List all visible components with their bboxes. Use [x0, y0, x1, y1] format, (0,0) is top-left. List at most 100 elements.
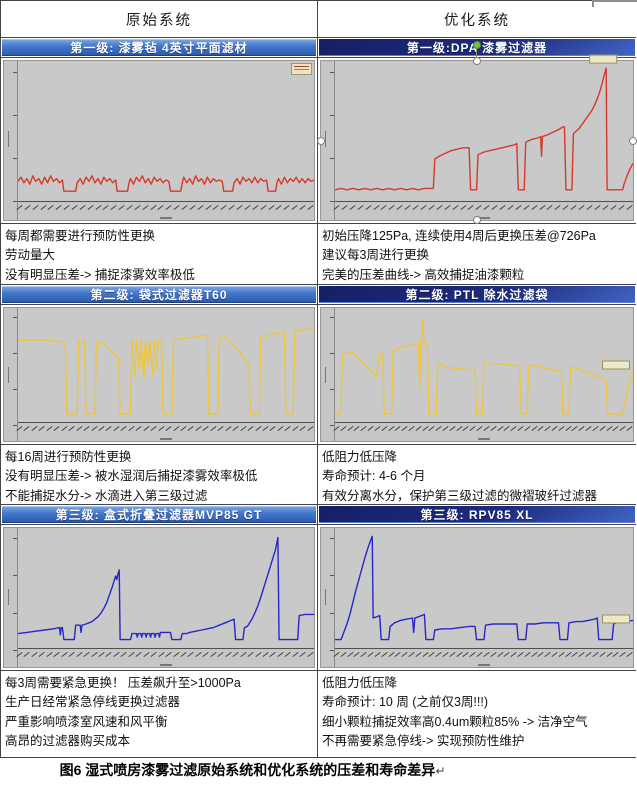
- x-axis-tick: [189, 204, 196, 211]
- plot-column: [333, 54, 633, 220]
- x-axis-tick: [551, 425, 558, 432]
- x-axis-tick: [476, 651, 483, 658]
- x-axis-tick: [428, 425, 435, 432]
- plot-column: [16, 308, 314, 441]
- x-axis-tick: [551, 651, 558, 658]
- x-axis-label: [18, 437, 314, 441]
- banner-cell-stage2-original: 第二级: 袋式过滤器T60: [1, 285, 317, 304]
- x-axis-tick: [195, 651, 202, 658]
- note-line: 每3周需要紧急更换！ 压差飙升至>1000Pa: [5, 676, 241, 690]
- x-axis-tick: [277, 425, 284, 432]
- x-axis-tick: [210, 651, 217, 658]
- x-axis-tick: [142, 204, 149, 211]
- x-axis-tick: [558, 425, 565, 432]
- x-axis-tick: [269, 425, 276, 432]
- x-axis-tick: [428, 204, 435, 211]
- y-axis-tick: [330, 353, 334, 355]
- header-original-system: 原始系统: [1, 1, 317, 37]
- x-axis-tick: [360, 425, 367, 432]
- y-axis-tick: [330, 575, 334, 577]
- x-axis-tick: [307, 204, 314, 211]
- x-axis-tick-labels: [333, 423, 633, 437]
- note-line: 不再需要紧急停线-> 实现预防性维护: [322, 733, 525, 748]
- x-axis-tick: [570, 204, 577, 211]
- banner-cell-stage2-optimized: 第二级: PTL 除水过滤袋: [318, 285, 636, 304]
- banner-stage3-original: 第三级: 盒式折叠过滤器MVP85 GT: [2, 506, 316, 523]
- x-axis-tick: [83, 651, 90, 658]
- chart-stage2-original[interactable]: [3, 307, 315, 442]
- rotation-handle[interactable]: [473, 41, 481, 49]
- chart-cell-stage2-optimized: [318, 305, 636, 444]
- x-axis-tick: [262, 651, 269, 658]
- x-axis-tick: [126, 204, 133, 211]
- x-axis-tick: [202, 651, 209, 658]
- x-axis-tick: [394, 651, 401, 658]
- chart-stage1-original[interactable]: [3, 60, 315, 221]
- x-axis-tick: [31, 425, 38, 432]
- table-resize-handle[interactable]: [592, 0, 637, 7]
- x-axis-tick: [212, 204, 220, 211]
- x-axis-tick: [578, 425, 585, 432]
- x-axis-tick: [449, 651, 456, 658]
- note-line: 寿命预计: 10 周 (之前仅3周!!!): [322, 695, 488, 710]
- x-axis-tick: [299, 425, 306, 432]
- plot-column: [16, 528, 314, 667]
- x-axis-tick: [408, 651, 415, 658]
- note-line: 不能捕捉水分-> 水滴进入第三级过滤: [5, 488, 208, 503]
- x-axis-tick: [499, 204, 506, 211]
- y-axis: [321, 61, 335, 220]
- selection-handle-bottom[interactable]: [473, 216, 481, 224]
- y-axis: [321, 308, 335, 441]
- x-axis-tick: [415, 425, 422, 432]
- selection-handle-top[interactable]: [473, 57, 481, 65]
- x-axis-tick: [510, 651, 517, 658]
- chart-stage1-optimized[interactable]: [317, 41, 637, 224]
- x-axis-tick: [420, 204, 427, 211]
- x-axis-tick: [181, 204, 188, 211]
- chart-stage2-optimized[interactable]: [320, 307, 634, 442]
- x-axis-tick: [491, 204, 498, 211]
- x-axis-tick: [537, 425, 544, 432]
- x-axis-tick: [71, 204, 78, 211]
- note-line: 高昂的过滤器购买成本: [5, 733, 131, 748]
- x-axis-tick: [599, 651, 606, 658]
- x-axis-tick: [283, 204, 290, 211]
- x-axis-tick: [594, 204, 601, 211]
- chart-cell-stage3-optimized: [318, 525, 636, 670]
- chart-stage3-optimized[interactable]: [320, 527, 634, 668]
- header-optimized-label: 优化系统: [444, 12, 510, 29]
- x-axis-tick: [428, 651, 435, 658]
- x-axis-tick: [349, 204, 356, 211]
- x-axis-tick: [90, 425, 98, 432]
- y-axis: [4, 308, 18, 441]
- header-optimized-system: 优化系统: [318, 1, 636, 37]
- x-axis-tick: [95, 204, 102, 211]
- y-axis-tick: [13, 353, 17, 355]
- y-axis-label: [325, 589, 326, 606]
- x-axis-tick: [586, 204, 593, 211]
- chart-stage3-original[interactable]: [3, 527, 315, 668]
- x-axis-tick: [260, 204, 267, 211]
- y-axis-tick: [330, 650, 334, 652]
- note-line: 每周都需要进行预防性更换: [5, 229, 156, 243]
- x-axis-tick: [404, 204, 411, 211]
- x-axis-tick: [40, 204, 47, 211]
- x-axis-tick: [483, 425, 490, 432]
- x-axis-label: [335, 216, 633, 220]
- x-axis-tick: [254, 651, 262, 658]
- x-axis-tick: [197, 204, 204, 211]
- x-axis-label: [18, 216, 314, 220]
- x-axis-tick: [517, 651, 524, 658]
- x-axis-tick: [341, 204, 348, 211]
- x-axis-tick: [269, 651, 276, 658]
- x-axis-label: [335, 437, 633, 441]
- x-axis-tick: [347, 651, 354, 658]
- x-axis-tick: [87, 204, 94, 211]
- x-axis-tick: [537, 651, 544, 658]
- y-axis-tick: [330, 200, 334, 202]
- selection-handle-right[interactable]: [629, 136, 637, 145]
- selection-handle-left[interactable]: [317, 136, 325, 145]
- x-axis-tick: [435, 425, 442, 432]
- x-axis-tick: [228, 204, 235, 211]
- x-axis-tick: [90, 651, 98, 658]
